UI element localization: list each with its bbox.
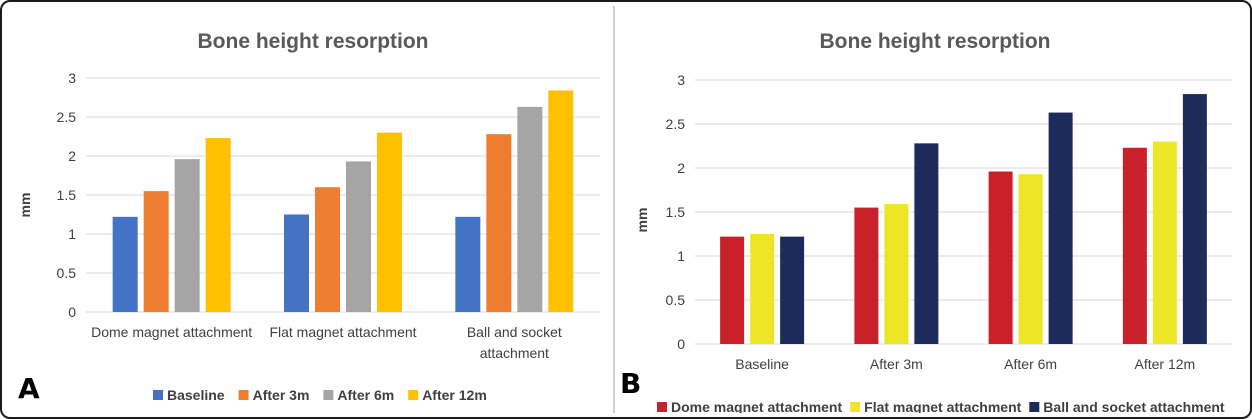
chart-b-y-tick-label: 0 <box>677 336 685 352</box>
chart-b-bar <box>1152 141 1177 344</box>
chart-a-y-tick-label: 1 <box>68 226 76 242</box>
chart-a-bar <box>346 161 371 312</box>
chart-b-legend-label: Flat magnet attachment <box>864 399 1021 413</box>
chart-b-y-tick-label: 3 <box>677 72 685 88</box>
chart-a-y-tick-label: 0.5 <box>57 265 77 281</box>
chart-panel-a: Bone height resorption 0 0.5 1 1.5 2 2.5 3 Dom… <box>8 8 611 413</box>
chart-b-y-ticks: 0 0.5 1 1.5 2 2.5 3 <box>666 72 686 352</box>
chart-b-bars <box>720 94 1207 344</box>
chart-a-bar <box>112 216 138 312</box>
chart-a-category-label: Ball and socket attachment <box>467 324 562 361</box>
chart-b-bar <box>1048 112 1073 344</box>
chart-a-bar <box>377 132 402 312</box>
chart-b-bar <box>1182 94 1207 344</box>
chart-a-legend-label: Baseline <box>167 387 225 403</box>
chart-a-title: Bone height resorption <box>198 30 429 53</box>
chart-b-category-label: After 12m <box>1135 356 1196 372</box>
chart-a-bar <box>517 106 543 312</box>
chart-b-y-tick-label: 1.5 <box>666 204 686 220</box>
chart-b-legend-label: Ball and socket attachment <box>1043 399 1225 413</box>
chart-b-category-label: After 3m <box>870 356 923 372</box>
chart-a-category-labels: Dome magnet attachment Flat magnet attach… <box>91 324 562 361</box>
chart-b-bar <box>854 207 879 344</box>
panel-b-letter: B <box>620 367 641 400</box>
chart-b-title: Bone height resorption <box>820 30 1051 53</box>
chart-a-bar <box>143 191 169 312</box>
chart-b-bar <box>988 171 1013 344</box>
chart-b-y-axis-label: mm <box>634 208 650 233</box>
panel-divider <box>613 6 615 413</box>
chart-a-bar <box>205 138 231 312</box>
chart-b-gridlines <box>695 79 1232 345</box>
chart-a-bar <box>315 187 340 312</box>
chart-b-legend-swatch <box>1029 402 1040 412</box>
chart-a-legend-label: After 3m <box>253 387 310 403</box>
chart-a-y-tick-label: 3 <box>68 70 76 86</box>
chart-a-legend-swatch <box>153 390 163 400</box>
chart-a-y-axis-label: mm <box>17 193 33 218</box>
chart-a-bar <box>284 214 309 312</box>
chart-b-bar <box>750 234 775 344</box>
chart-b-bar <box>780 236 805 344</box>
chart-a-bars <box>112 90 574 312</box>
chart-a-legend-label: After 6m <box>337 387 394 403</box>
chart-b-bar <box>914 143 939 344</box>
chart-a-y-tick-label: 0 <box>68 304 76 320</box>
chart-b-category-labels: Baseline After 3m After 6m After 12m <box>735 356 1195 372</box>
chart-a-legend: Baseline After 3m After 6m After 12m <box>153 387 487 403</box>
chart-a-bar <box>548 90 574 312</box>
chart-a-legend-label: After 12m <box>422 387 487 403</box>
chart-a-y-tick-label: 2.5 <box>57 109 77 125</box>
chart-a-gridlines <box>86 77 600 313</box>
chart-b-bar <box>1018 174 1043 344</box>
chart-b-bar <box>884 204 909 344</box>
chart-b-y-tick-label: 2 <box>677 160 685 176</box>
chart-b-category-label: After 6m <box>1004 356 1057 372</box>
chart-b-legend: Dome magnet attachment Flat magnet attach… <box>657 399 1225 413</box>
chart-b-bar <box>720 236 745 344</box>
chart-b-y-tick-label: 0.5 <box>666 292 686 308</box>
chart-a-bar <box>174 159 200 312</box>
chart-b-legend-swatch <box>657 402 667 412</box>
chart-b-legend-label: Dome magnet attachment <box>671 399 842 413</box>
panel-a-letter: A <box>18 372 40 405</box>
chart-b-y-tick-label: 1 <box>677 248 685 264</box>
chart-a-legend-swatch <box>323 390 334 400</box>
chart-a-legend-swatch <box>408 390 419 400</box>
chart-a-svg: Bone height resorption 0 0.5 1 1.5 2 2.5 3 Dom… <box>17 30 600 405</box>
chart-b-svg: Bone height resorption 0 0.5 1 1.5 2 2.5 3 Bas… <box>620 30 1232 413</box>
chart-a-bar <box>486 134 512 312</box>
chart-a-category-label: Flat magnet attachment <box>269 324 416 340</box>
chart-b-legend-swatch <box>850 402 861 412</box>
chart-b-category-label: Baseline <box>735 356 789 372</box>
chart-a-y-ticks: 0 0.5 1 1.5 2 2.5 3 <box>57 70 77 320</box>
chart-a-bar <box>455 216 481 312</box>
chart-a-category-label: Dome magnet attachment <box>91 324 252 340</box>
chart-a-y-tick-label: 1.5 <box>57 187 77 203</box>
chart-a-y-tick-label: 2 <box>68 148 76 164</box>
chart-a-legend-swatch <box>238 390 249 400</box>
chart-panel-b: Bone height resorption 0 0.5 1 1.5 2 2.5 3 Bas… <box>617 8 1244 413</box>
chart-b-bar <box>1122 147 1147 344</box>
chart-b-y-tick-label: 2.5 <box>666 116 686 132</box>
